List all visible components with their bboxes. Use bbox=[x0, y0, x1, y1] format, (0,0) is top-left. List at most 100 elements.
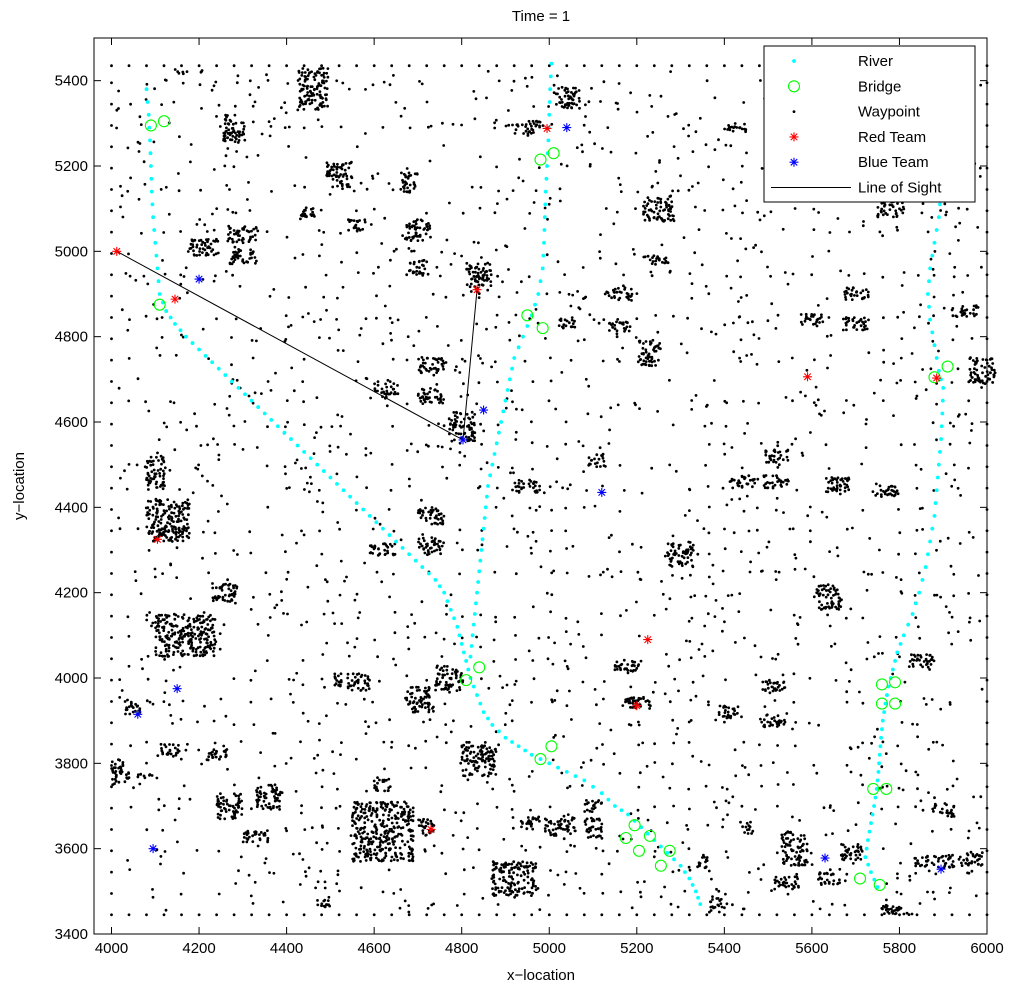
river-point bbox=[455, 624, 460, 629]
river-point bbox=[516, 744, 521, 749]
river-point bbox=[936, 368, 941, 373]
red-team-marker bbox=[152, 534, 162, 544]
river-point bbox=[934, 356, 939, 360]
river-point bbox=[863, 855, 868, 860]
river-point bbox=[381, 526, 385, 531]
river-point bbox=[459, 641, 464, 646]
river-point bbox=[492, 452, 497, 456]
legend-label: Blue Team bbox=[858, 154, 929, 171]
line-of-sight bbox=[116, 250, 464, 441]
river-point bbox=[433, 577, 438, 582]
x-tick-label: 5800 bbox=[883, 940, 916, 957]
river-point bbox=[149, 164, 153, 168]
river-point bbox=[875, 778, 880, 783]
river-point bbox=[457, 633, 462, 638]
river-point bbox=[878, 744, 883, 749]
river-point bbox=[932, 343, 937, 348]
river-point bbox=[471, 622, 476, 627]
bridge-marker bbox=[153, 298, 166, 311]
bridge-marker bbox=[534, 753, 547, 766]
river-point bbox=[470, 633, 475, 638]
river-point bbox=[152, 228, 157, 232]
legend-item-los: Line of Sight bbox=[771, 180, 942, 197]
blue-team-marker bbox=[936, 864, 946, 874]
bridge-marker bbox=[889, 676, 902, 689]
river-point bbox=[869, 821, 873, 825]
legend-item-waypoint: Waypoint bbox=[792, 104, 921, 121]
river-point bbox=[229, 379, 234, 384]
river-point bbox=[442, 590, 447, 595]
river-point bbox=[510, 366, 514, 371]
blue-team-marker bbox=[479, 405, 489, 415]
river-point bbox=[348, 494, 352, 499]
river-point bbox=[870, 812, 875, 817]
river-point bbox=[249, 398, 254, 403]
river-point bbox=[652, 838, 657, 843]
y-tick-label: 5400 bbox=[55, 73, 88, 90]
river-point bbox=[920, 577, 925, 582]
river-point bbox=[494, 441, 499, 446]
river-point bbox=[926, 552, 930, 557]
x-tick-label: 5400 bbox=[708, 940, 741, 957]
river-point bbox=[476, 580, 481, 584]
river-point bbox=[940, 411, 945, 416]
river-point bbox=[869, 870, 873, 875]
river-point bbox=[361, 507, 366, 512]
bridge-marker bbox=[628, 819, 641, 832]
red-team-marker bbox=[112, 246, 122, 256]
river-point bbox=[475, 693, 479, 697]
river-point bbox=[407, 552, 412, 557]
river-point bbox=[672, 857, 676, 862]
river-point bbox=[367, 513, 372, 518]
river-point bbox=[480, 537, 485, 542]
river-point bbox=[543, 202, 548, 207]
river-point bbox=[413, 558, 418, 563]
river-point bbox=[335, 481, 339, 486]
y-tick-label: 4800 bbox=[55, 329, 88, 346]
river-point bbox=[497, 430, 501, 435]
river-point bbox=[880, 727, 884, 732]
blue-team-marker bbox=[194, 274, 204, 284]
x-tick-label: 5000 bbox=[533, 940, 566, 957]
river-point bbox=[696, 895, 700, 900]
team-layer bbox=[112, 123, 946, 874]
river-point bbox=[168, 315, 173, 320]
river-point bbox=[936, 215, 941, 220]
river-point bbox=[936, 462, 941, 467]
river-point bbox=[683, 870, 687, 875]
river-point bbox=[523, 748, 528, 753]
river-point bbox=[497, 729, 501, 734]
river-point bbox=[928, 317, 932, 322]
river-point bbox=[866, 862, 871, 867]
river-point bbox=[374, 520, 379, 525]
river-point bbox=[505, 388, 510, 392]
river-point bbox=[541, 253, 546, 258]
river-point bbox=[243, 392, 247, 397]
bridge-marker bbox=[875, 697, 888, 710]
river-point bbox=[898, 641, 903, 646]
y-tick-label: 4200 bbox=[55, 585, 88, 602]
legend-item-blue: Blue Team bbox=[789, 154, 929, 171]
bridge-marker bbox=[157, 115, 171, 128]
river-point bbox=[890, 667, 895, 672]
bridge-marker bbox=[547, 147, 560, 160]
river-point bbox=[864, 846, 869, 851]
river-point bbox=[464, 659, 468, 663]
river-point bbox=[461, 650, 466, 655]
y-tick-label: 5200 bbox=[55, 158, 88, 175]
river-point bbox=[893, 659, 897, 663]
river-point bbox=[507, 377, 512, 382]
river-point bbox=[877, 761, 881, 766]
bridge-marker bbox=[654, 859, 667, 872]
river-point bbox=[910, 612, 915, 616]
river-point bbox=[529, 752, 534, 757]
river-point bbox=[934, 228, 939, 232]
red-team-marker bbox=[643, 635, 653, 645]
river-point bbox=[895, 650, 900, 655]
river-point bbox=[544, 176, 549, 181]
river-point bbox=[315, 462, 320, 467]
river-point bbox=[872, 804, 876, 808]
x-tick-label: 4600 bbox=[357, 940, 390, 957]
river-point bbox=[157, 292, 162, 296]
